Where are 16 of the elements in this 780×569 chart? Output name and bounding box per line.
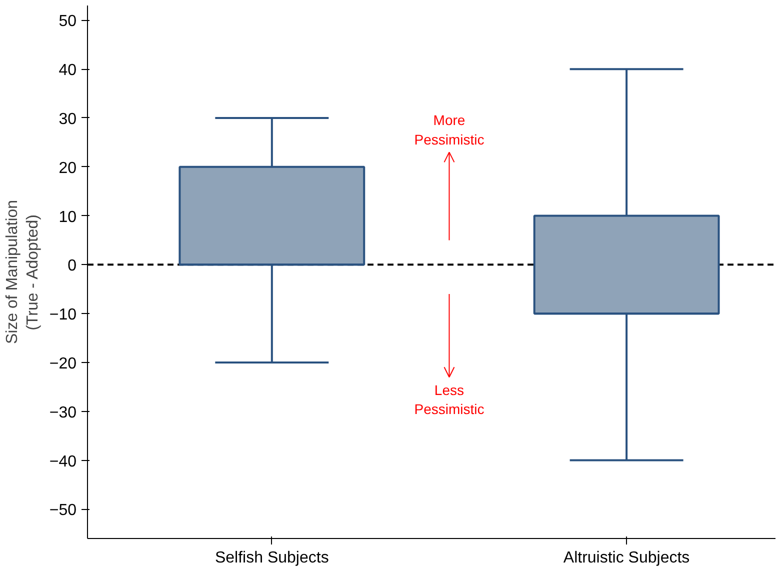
x-tick-label: Selfish Subjects bbox=[214, 550, 329, 566]
y-tick-label: −20 bbox=[49, 355, 77, 372]
x-tick-label: Altruistic Subjects bbox=[563, 550, 690, 566]
y-tick-label: −50 bbox=[49, 502, 77, 520]
annotation: More Pessimistic bbox=[414, 112, 484, 148]
y-tick-label: 30 bbox=[58, 110, 77, 128]
y-tick-label: 20 bbox=[58, 160, 77, 177]
y-tick-label: −30 bbox=[49, 404, 77, 422]
y-tick-label: 10 bbox=[58, 208, 77, 226]
annotation: Less Pessimistic bbox=[414, 382, 484, 418]
y-axis-title: Size of Manipulation (True - Adopted) bbox=[4, 200, 42, 344]
y-tick-label: 50 bbox=[58, 13, 77, 30]
y-tick-label: −10 bbox=[49, 306, 77, 324]
y-tick-label: 0 bbox=[68, 258, 77, 275]
y-tick-label: −40 bbox=[49, 453, 77, 470]
y-tick-label: 40 bbox=[58, 62, 77, 80]
